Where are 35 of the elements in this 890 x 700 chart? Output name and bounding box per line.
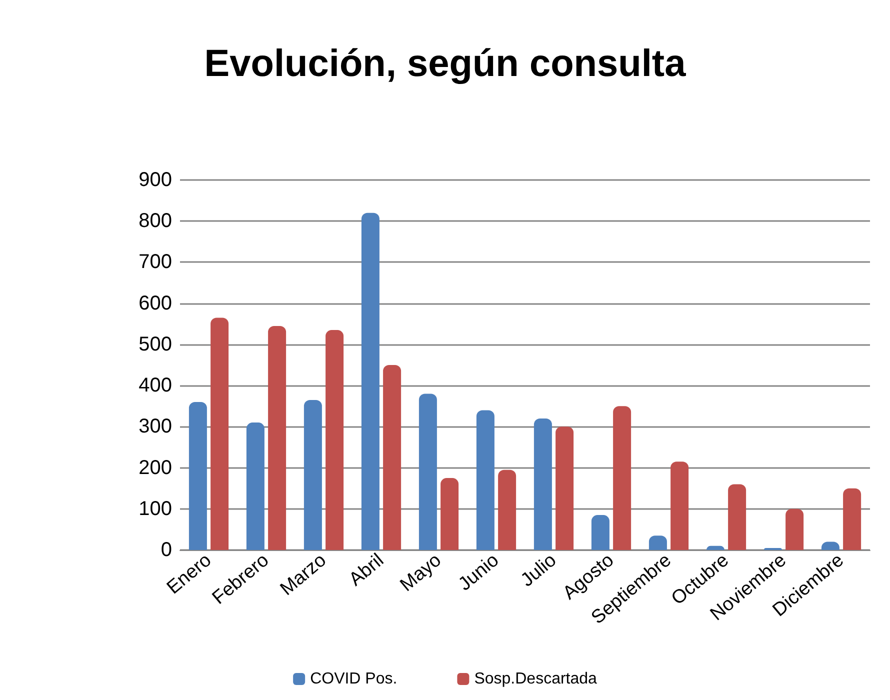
bar	[440, 478, 459, 550]
legend-label: COVID Pos.	[310, 670, 398, 688]
bar	[613, 406, 632, 550]
bar	[786, 508, 804, 550]
bar	[591, 515, 610, 550]
bar	[326, 330, 344, 550]
bar	[498, 470, 516, 550]
y-tick-label: 800	[138, 210, 172, 232]
bar	[843, 488, 862, 550]
y-tick-label: 200	[138, 456, 172, 479]
bar	[210, 318, 229, 550]
bar	[383, 365, 402, 550]
bar	[728, 484, 746, 550]
y-tick-label: 700	[138, 251, 172, 274]
bar	[304, 400, 322, 550]
bar	[418, 394, 437, 550]
bar	[534, 418, 552, 550]
y-tick-label: 300	[138, 416, 172, 438]
x-tick-label: Julio	[517, 550, 560, 592]
bar	[670, 462, 689, 550]
bar	[648, 536, 667, 550]
bar	[556, 426, 574, 550]
y-tick-label: 400	[138, 374, 172, 397]
y-tick-label: 600	[138, 292, 172, 314]
y-tick-label: 100	[138, 498, 172, 520]
y-tick-label: 0	[160, 539, 172, 561]
chart-title: Evolución, según consulta	[204, 43, 687, 85]
y-tick-label: 900	[138, 169, 172, 191]
bar	[476, 410, 494, 550]
legend-label: Sosp.Descartada	[474, 670, 598, 688]
bar	[361, 212, 380, 550]
y-tick-label: 500	[138, 333, 172, 356]
bar	[188, 402, 207, 550]
bar	[246, 422, 264, 550]
bar	[268, 326, 286, 550]
